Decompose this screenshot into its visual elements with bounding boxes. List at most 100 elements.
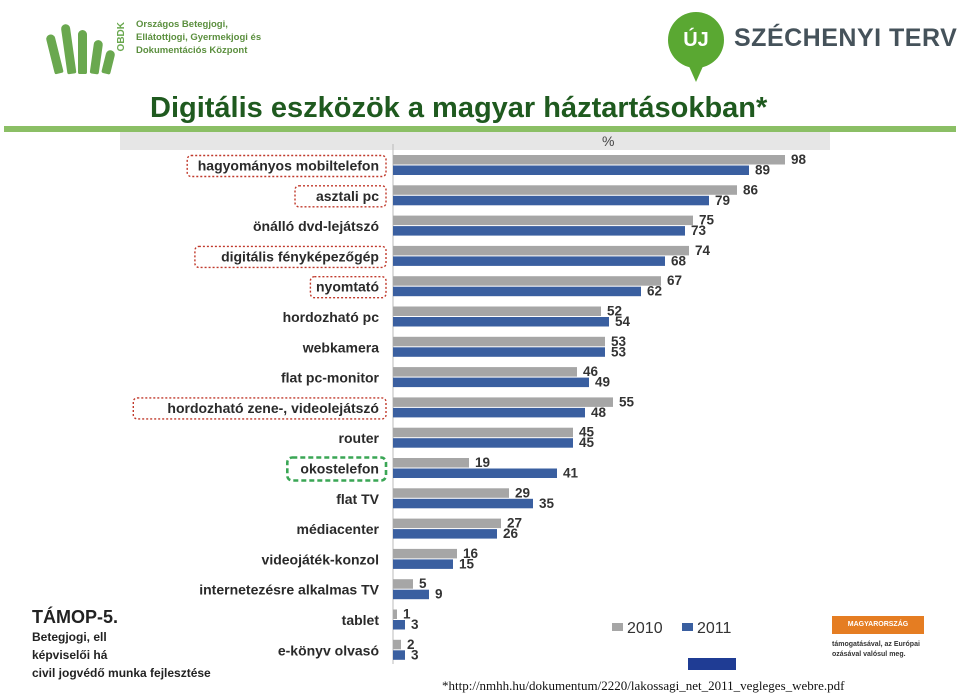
value-label-2010-mediacenter: 27	[507, 516, 522, 531]
title-divider	[4, 126, 956, 132]
value-label-2011-hordozhato-zene-videolejatszo: 48	[591, 405, 607, 420]
category-label-digitalis-fenykepezogep: digitális fényképezőgép	[221, 248, 379, 264]
obdk-acronym: OBDK	[116, 22, 127, 52]
eu-flag-icon	[688, 658, 736, 670]
category-label-flat-tv: flat TV	[336, 491, 379, 507]
obdk-name: Országos Betegjogi, Ellátottjogi, Gyerme…	[136, 18, 261, 57]
obdk-line-3: Dokumentációs Központ	[136, 45, 248, 56]
bar-2010-videojatek-konzol	[393, 548, 457, 559]
bar-2011-hordozhato-zene-videolejatszo	[393, 407, 585, 418]
highlight-box-hordozhato-zene-videolejatszo	[132, 397, 387, 420]
bar-2011-asztali-pc	[393, 195, 709, 206]
legend: 2010 2011	[612, 620, 732, 637]
value-label-2011-asztali-pc: 79	[715, 193, 730, 208]
bar-2010-hagyomanyos-mobiltelefon	[393, 155, 785, 165]
value-label-2011-onallo-dvd-lejatszo: 73	[691, 223, 707, 238]
highlight-box-asztali-pc	[294, 185, 387, 208]
obdk-figures-icon	[45, 18, 116, 75]
bar-2010-asztali-pc	[393, 185, 737, 195]
value-label-2010-asztali-pc: 86	[743, 182, 759, 197]
value-label-2011-tablet: 3	[411, 617, 419, 632]
value-label-2011-internetezesre-alkalmas-tv: 9	[435, 587, 443, 602]
value-label-2010-nyomtato: 67	[667, 273, 682, 288]
bar-2011-digitalis-fenykepezogep	[393, 256, 665, 266]
source-link[interactable]: *http://nmhh.hu/dokumentum/2220/lakossag…	[442, 678, 845, 693]
bubble-tail	[688, 64, 704, 82]
legend-swatch-2010	[612, 623, 623, 631]
category-label-e-konyv-olvaso: e-könyv olvasó	[278, 642, 379, 658]
bar-2011-mediacenter	[393, 529, 497, 539]
category-label-router: router	[339, 430, 380, 446]
category-label-onallo-dvd-lejatszo: önálló dvd-lejátszó	[253, 218, 379, 234]
bar-2011-nyomtato	[393, 286, 641, 297]
value-label-2011-hagyomanyos-mobiltelefon: 89	[755, 163, 770, 178]
highlight-box-digitalis-fenykepezogep	[194, 245, 387, 269]
tamop-footer: TÁMOP-5. Betegjogi, ell képviselői há ci…	[32, 606, 242, 682]
bar-2010-digitalis-fenykepezogep	[393, 245, 689, 256]
bar-2010-router	[393, 427, 573, 438]
bar-2010-onallo-dvd-lejatszo	[393, 215, 693, 226]
szechenyi-logo: ÚJ SZÉCHENYI TERV	[662, 8, 957, 88]
value-label-2010-tablet: 1	[403, 607, 411, 622]
category-label-hordozhato-pc: hordozható pc	[283, 309, 380, 325]
category-label-mediacenter: médiacenter	[297, 521, 380, 537]
highlight-box-nyomtato	[309, 275, 387, 299]
value-label-2010-flat-tv: 29	[515, 485, 530, 500]
category-label-okostelefon: okostelefon	[300, 461, 379, 477]
tamop-line-2: képviselői há	[32, 648, 108, 662]
value-label-2011-router: 45	[579, 435, 595, 450]
szechenyi-text: SZÉCHENYI TERV	[734, 24, 958, 52]
tamop-line-1: Betegjogi, ell	[32, 630, 107, 644]
value-label-2010-webkamera: 53	[611, 334, 627, 349]
category-label-asztali-pc: asztali pc	[316, 188, 379, 204]
tamop-line-3: civil jogvédő munka fejlesztése	[32, 666, 211, 680]
category-label-hordozhato-zene-videolejatszo: hordozható zene-, videolejátszó	[167, 400, 379, 416]
value-label-2010-videojatek-konzol: 16	[463, 546, 479, 561]
uj-bubble-icon: ÚJ	[668, 12, 724, 68]
value-label-2011-flat-tv: 35	[539, 496, 555, 511]
bar-2010-internetezesre-alkalmas-tv	[393, 579, 413, 589]
value-label-2010-e-konyv-olvaso: 2	[407, 637, 415, 652]
bar-2010-nyomtato	[393, 276, 661, 286]
category-label-videojatek-konzol: videojáték-konzol	[262, 551, 379, 567]
value-label-2011-webkamera: 53	[611, 344, 627, 359]
bar-2010-flat-pc-monitor	[393, 367, 577, 377]
value-label-2010-flat-pc-monitor: 46	[583, 364, 599, 379]
obdk-line-2: Ellátottjogi, Gyermekjogi és	[136, 32, 262, 43]
value-label-2010-hagyomanyos-mobiltelefon: 98	[791, 152, 807, 167]
category-label-nyomtato: nyomtató	[316, 279, 379, 295]
bar-2011-onallo-dvd-lejatszo	[393, 226, 685, 236]
value-label-2011-digitalis-fenykepezogep: 68	[671, 253, 687, 268]
eu-badge: MAGYARORSZÁG MEGÚJUL	[832, 616, 924, 646]
tamop-title: TÁMOP-5.	[32, 607, 119, 627]
bar-2010-tablet	[393, 609, 397, 619]
eu-text-line-1: támogatásával, az Európai	[832, 641, 920, 648]
obdk-line-1: Országos Betegjogi,	[136, 19, 228, 30]
value-label-2011-e-konyv-olvaso: 3	[411, 647, 419, 662]
value-label-2011-okostelefon: 41	[563, 466, 579, 481]
value-label-2011-videojatek-konzol: 15	[459, 556, 475, 571]
bar-2010-okostelefon	[393, 458, 469, 468]
legend-swatch-2011	[682, 623, 693, 631]
bar-2011-flat-pc-monitor	[393, 377, 589, 388]
legend-label-2011: 2011	[697, 620, 732, 637]
eu-text-line-2: ozásával valósul meg.	[832, 651, 906, 658]
category-label-internetezesre-alkalmas-tv: internetezésre alkalmas TV	[199, 582, 379, 598]
bar-2010-flat-tv	[393, 488, 509, 498]
category-label-webkamera: webkamera	[302, 339, 379, 355]
unit-label: %	[602, 133, 614, 149]
bar-2011-okostelefon	[393, 468, 557, 478]
eu-funding-text: támogatásával, az Európai ozásával valós…	[832, 640, 956, 660]
page-title: Digitális eszközök a magyar háztartásokb…	[150, 92, 768, 124]
bar-2011-hagyomanyos-mobiltelefon	[393, 165, 749, 175]
bars-group: hagyományos mobiltelefon 98 89 asztali pc 86…	[132, 144, 807, 664]
value-label-2010-hordozhato-pc: 52	[607, 304, 622, 319]
bar-2011-tablet	[393, 620, 405, 630]
value-label-2011-nyomtato: 62	[647, 284, 662, 299]
bar-2011-flat-tv	[393, 498, 533, 509]
value-label-2010-okostelefon: 19	[475, 455, 490, 470]
bar-2011-internetezesre-alkalmas-tv	[393, 589, 429, 600]
value-label-2011-mediacenter: 26	[503, 526, 519, 541]
value-label-2010-router: 45	[579, 425, 595, 440]
value-label-2010-hordozhato-zene-videolejatszo: 55	[619, 394, 635, 409]
